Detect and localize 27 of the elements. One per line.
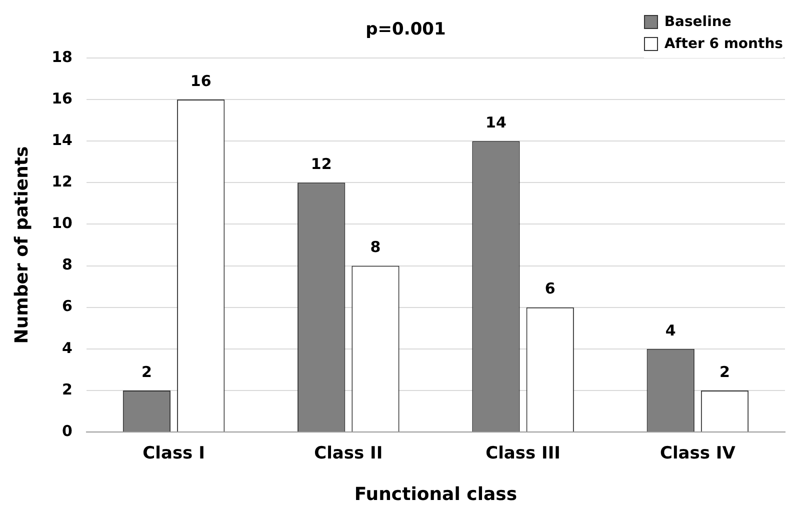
y-tick-label: 12: [52, 172, 72, 191]
data-label: 14: [486, 114, 506, 132]
x-axis-title: Functional class: [354, 484, 518, 505]
data-label: 12: [310, 155, 332, 174]
y-tick-label: 10: [52, 214, 72, 232]
data-label: 8: [370, 238, 381, 256]
x-tick-label: Class III: [486, 444, 561, 464]
data-label: 4: [665, 321, 676, 340]
y-tick-label: 0: [62, 422, 72, 440]
data-label: 2: [720, 362, 730, 381]
text: p=0.001: [366, 19, 446, 40]
y-axis-title: Number of patients: [11, 146, 32, 344]
y-tick-label: 8: [62, 256, 72, 274]
text: After 6 months: [664, 36, 783, 52]
data-label: 6: [544, 280, 556, 298]
y-tick-label: 16: [52, 89, 72, 108]
x-tick-label: Class IV: [660, 444, 736, 464]
y-tick-label: 18: [52, 48, 72, 66]
data-label: 2: [142, 362, 152, 381]
x-tick-label: Class I: [142, 444, 205, 464]
y-tick-label: 14: [52, 131, 72, 149]
legend-label: Baseline: [664, 14, 732, 30]
y-tick-label: 6: [62, 297, 72, 316]
y-tick-label: 2: [62, 380, 72, 398]
data-label: 16: [190, 72, 212, 90]
y-tick-label: 4: [62, 338, 72, 357]
x-tick-label: Class II: [314, 444, 383, 464]
